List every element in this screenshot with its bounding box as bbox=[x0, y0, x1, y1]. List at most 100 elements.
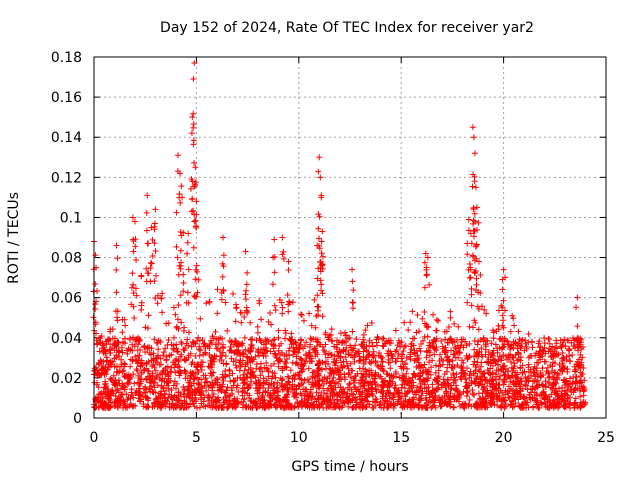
data-point bbox=[271, 269, 278, 276]
data-point bbox=[473, 204, 480, 211]
data-point bbox=[360, 336, 367, 343]
data-point bbox=[290, 351, 297, 358]
data-point bbox=[214, 310, 221, 317]
data-point bbox=[453, 371, 460, 378]
data-point bbox=[220, 396, 227, 403]
data-point bbox=[387, 359, 394, 366]
data-point bbox=[192, 386, 199, 393]
data-point bbox=[177, 292, 184, 299]
data-point bbox=[285, 266, 292, 273]
data-point bbox=[233, 305, 240, 312]
data-point bbox=[519, 336, 526, 343]
data-point bbox=[243, 281, 250, 288]
data-point bbox=[185, 354, 192, 361]
data-point bbox=[154, 354, 161, 361]
data-point bbox=[545, 336, 552, 343]
data-point bbox=[483, 310, 490, 317]
data-point bbox=[455, 354, 462, 361]
data-point bbox=[400, 347, 407, 354]
data-point bbox=[286, 352, 293, 359]
data-point bbox=[328, 326, 335, 333]
data-point bbox=[499, 286, 506, 293]
data-point bbox=[316, 213, 323, 220]
data-point bbox=[138, 299, 145, 306]
data-point bbox=[213, 397, 220, 404]
data-point bbox=[155, 346, 162, 353]
data-point bbox=[432, 345, 439, 352]
data-point bbox=[365, 348, 372, 355]
data-point bbox=[165, 320, 172, 327]
data-point bbox=[456, 390, 463, 397]
data-point bbox=[553, 375, 560, 382]
data-point bbox=[466, 340, 473, 347]
data-point bbox=[274, 357, 281, 364]
data-point bbox=[185, 329, 192, 336]
data-point bbox=[114, 308, 121, 315]
data-point bbox=[542, 403, 549, 410]
data-point bbox=[197, 347, 204, 354]
data-point bbox=[189, 196, 196, 203]
data-point bbox=[280, 396, 287, 403]
data-point bbox=[543, 368, 550, 375]
data-point bbox=[169, 400, 176, 407]
data-point bbox=[556, 403, 563, 410]
data-point bbox=[212, 328, 219, 335]
data-point bbox=[327, 380, 334, 387]
data-point bbox=[488, 393, 495, 400]
data-point bbox=[407, 377, 414, 384]
data-point bbox=[500, 297, 507, 304]
data-point bbox=[263, 347, 270, 354]
data-point bbox=[287, 367, 294, 374]
data-point bbox=[195, 276, 202, 283]
data-point bbox=[219, 371, 226, 378]
data-point bbox=[129, 357, 136, 364]
data-point bbox=[293, 353, 300, 360]
data-point bbox=[502, 353, 509, 360]
data-point bbox=[164, 363, 171, 370]
data-point bbox=[149, 236, 156, 243]
data-point bbox=[185, 266, 192, 273]
data-point bbox=[173, 397, 180, 404]
data-point bbox=[574, 323, 581, 330]
data-point bbox=[103, 403, 110, 410]
data-point bbox=[131, 343, 138, 350]
data-point bbox=[483, 359, 490, 366]
data-point bbox=[468, 291, 475, 298]
data-point bbox=[452, 376, 459, 383]
data-point bbox=[258, 316, 265, 323]
data-point bbox=[192, 398, 199, 405]
data-point bbox=[193, 363, 200, 370]
data-point bbox=[250, 344, 257, 351]
data-point bbox=[269, 373, 276, 380]
data-point bbox=[533, 359, 540, 366]
data-point bbox=[411, 335, 418, 342]
data-point bbox=[450, 403, 457, 410]
data-point bbox=[491, 357, 498, 364]
data-point bbox=[318, 287, 325, 294]
data-point bbox=[226, 366, 233, 373]
data-point bbox=[256, 297, 263, 304]
data-point bbox=[207, 357, 214, 364]
data-point bbox=[379, 336, 386, 343]
data-point bbox=[475, 219, 482, 226]
data-point bbox=[482, 377, 489, 384]
data-point bbox=[381, 398, 388, 405]
data-point bbox=[279, 376, 286, 383]
data-point bbox=[127, 336, 134, 343]
data-point bbox=[515, 328, 522, 335]
data-point bbox=[191, 403, 198, 410]
data-point bbox=[254, 323, 261, 330]
data-point bbox=[510, 365, 517, 372]
data-point bbox=[210, 390, 217, 397]
data-point bbox=[464, 299, 471, 306]
data-point bbox=[171, 364, 178, 371]
data-point bbox=[340, 358, 347, 365]
data-point bbox=[496, 336, 503, 343]
data-point bbox=[280, 255, 287, 262]
data-point bbox=[471, 210, 478, 217]
data-point bbox=[542, 392, 549, 399]
data-point bbox=[152, 206, 159, 213]
data-point bbox=[148, 224, 155, 231]
data-point bbox=[223, 397, 230, 404]
